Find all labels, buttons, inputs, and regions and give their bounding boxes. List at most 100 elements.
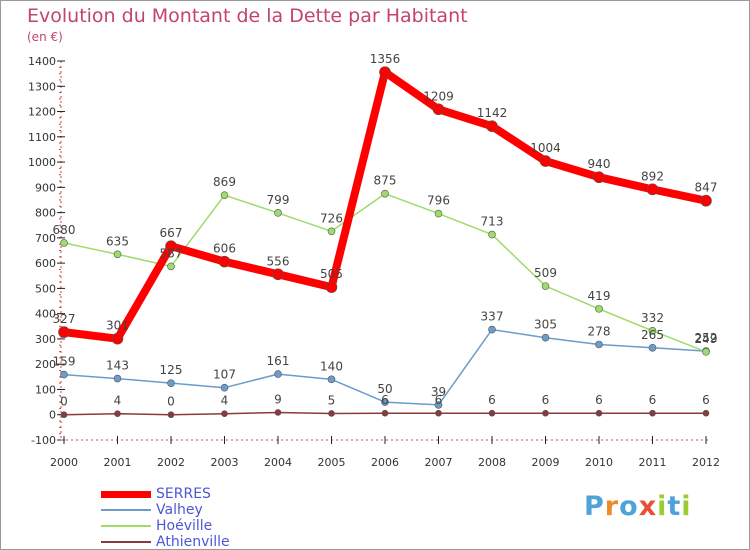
- data-label-serres: 505: [320, 267, 343, 281]
- data-point-hoeville: [488, 230, 496, 239]
- data-label-athienville: 6: [542, 393, 550, 407]
- data-point-valhey: [434, 401, 443, 409]
- data-label-serres: 606: [213, 242, 236, 256]
- data-point-hoeville: [327, 227, 336, 236]
- y-tick-label: 800: [35, 207, 56, 220]
- y-tick-label: 100: [35, 383, 56, 396]
- data-label-hoeville: 726: [320, 211, 343, 225]
- data-label-serres: 301: [106, 319, 129, 333]
- data-label-valhey: 39: [431, 385, 446, 399]
- logo-letter: t: [667, 491, 682, 522]
- proxiti-logo: Proxiti: [584, 491, 692, 522]
- data-point-hoeville: [274, 209, 282, 217]
- data-point-hoeville: [381, 189, 389, 198]
- data-label-serres: 556: [267, 254, 290, 268]
- data-point-athienville: [488, 409, 496, 417]
- data-label-athienville: 6: [649, 393, 657, 407]
- data-point-athienville: [542, 409, 549, 417]
- y-tick-label: 1200: [28, 106, 56, 119]
- data-point-serres: [272, 268, 284, 281]
- data-label-hoeville: 332: [641, 311, 664, 325]
- data-point-athienville: [274, 409, 282, 416]
- data-label-hoeville: 509: [534, 266, 557, 280]
- logo-letter: i: [681, 491, 692, 522]
- data-label-valhey: 337: [481, 310, 504, 324]
- data-point-athienville: [595, 409, 603, 417]
- data-label-hoeville: 419: [588, 289, 611, 303]
- legend-label: Valhey: [156, 502, 203, 518]
- data-label-valhey: 125: [160, 363, 183, 377]
- data-point-serres: [486, 120, 498, 132]
- data-point-hoeville: [220, 191, 229, 199]
- y-tick-label: 1000: [28, 156, 56, 169]
- data-point-athienville: [702, 409, 710, 417]
- x-tick-label: 2002: [157, 456, 185, 469]
- legend-item: Hoéville: [101, 518, 212, 534]
- data-label-valhey: 161: [267, 354, 290, 368]
- data-point-valhey: [327, 375, 336, 384]
- logo-letter: o: [619, 491, 639, 522]
- y-tick-label: 1100: [28, 131, 56, 144]
- data-label-athienville: 6: [488, 393, 496, 407]
- data-point-hoeville: [60, 239, 68, 247]
- data-label-serres: 1356: [370, 52, 401, 66]
- data-point-serres: [165, 240, 177, 253]
- data-label-serres: 1004: [530, 141, 561, 155]
- data-point-serres: [379, 66, 391, 78]
- data-point-serres: [700, 194, 712, 207]
- legend-label: SERRES: [156, 486, 211, 502]
- data-point-hoeville: [541, 282, 550, 290]
- y-tick-label: 600: [35, 257, 56, 270]
- data-point-valhey: [648, 343, 657, 352]
- legend-item: Athienville: [101, 534, 230, 549]
- data-label-valhey: 252: [695, 331, 718, 345]
- data-point-valhey: [113, 374, 122, 383]
- data-label-valhey: 107: [213, 368, 236, 382]
- data-label-hoeville: 869: [213, 175, 236, 189]
- data-point-athienville: [435, 409, 442, 417]
- data-label-hoeville: 875: [374, 174, 397, 188]
- data-label-athienville: 6: [702, 393, 710, 407]
- data-label-hoeville: 680: [53, 223, 76, 237]
- data-label-serres: 1209: [423, 89, 454, 103]
- data-point-athienville: [649, 409, 656, 417]
- data-label-valhey: 265: [641, 328, 664, 342]
- data-point-athienville: [167, 411, 175, 419]
- data-label-athienville: 4: [221, 394, 229, 408]
- data-label-athienville: 0: [167, 395, 175, 409]
- data-point-valhey: [274, 370, 282, 378]
- data-label-serres: 940: [588, 157, 611, 171]
- data-label-serres: 1142: [477, 106, 508, 120]
- data-point-serres: [593, 171, 605, 184]
- data-point-valhey: [595, 340, 603, 349]
- data-point-athienville: [381, 409, 389, 417]
- data-label-valhey: 140: [320, 359, 343, 373]
- legend-swatch: [101, 525, 151, 527]
- y-tick-label: 1400: [28, 55, 56, 68]
- data-label-valhey: 305: [534, 318, 557, 332]
- y-tick-label: 0: [49, 409, 56, 422]
- logo-letter: x: [638, 491, 658, 522]
- data-label-valhey: 278: [588, 324, 611, 338]
- x-tick-label: 2008: [478, 456, 506, 469]
- data-point-serres: [646, 183, 659, 196]
- data-point-valhey: [488, 325, 496, 334]
- data-point-valhey: [167, 379, 175, 387]
- x-tick-label: 2003: [211, 456, 239, 469]
- data-point-valhey: [220, 383, 229, 392]
- data-label-athienville: 6: [595, 393, 603, 407]
- data-label-hoeville: 799: [267, 193, 290, 207]
- y-tick-label: 1300: [28, 80, 56, 93]
- data-point-serres: [325, 281, 338, 293]
- data-point-hoeville: [595, 305, 603, 313]
- data-point-hoeville: [113, 250, 122, 259]
- chart-title: Evolution du Montant de la Dette par Hab…: [27, 5, 468, 27]
- y-tick-label: 500: [35, 282, 56, 295]
- data-label-valhey: 143: [106, 359, 129, 373]
- data-label-athienville: 6: [381, 393, 389, 407]
- data-label-serres: 327: [53, 312, 76, 326]
- data-point-valhey: [541, 333, 550, 342]
- y-tick-label: -100: [31, 434, 56, 447]
